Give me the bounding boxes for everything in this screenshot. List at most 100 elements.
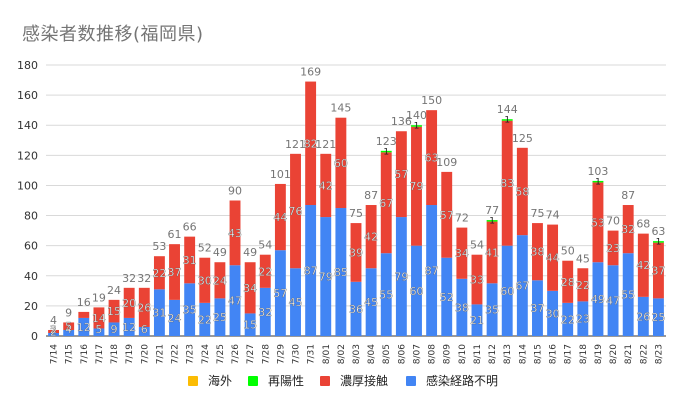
bar-segment-unknown-route [637, 296, 649, 336]
bar-segment-repositive [501, 119, 513, 121]
total-label: 53 [152, 240, 166, 253]
bar-segment-unknown-route [456, 278, 468, 336]
y-tick-label: 0 [31, 330, 38, 343]
total-label: 169 [300, 66, 321, 79]
x-tick-label: 7/15 [65, 344, 75, 364]
chart-title: 感染者数推移(福岡県) [22, 24, 204, 45]
legend-swatch [320, 375, 330, 386]
data-label-close-contact: 26 [137, 301, 151, 314]
legend-swatch [188, 375, 198, 386]
bar-segment-close-contact [138, 287, 150, 327]
data-label-unknown-route: 21 [470, 314, 484, 327]
bar-segment-unknown-route [622, 253, 634, 336]
bar-segment-unknown-route [471, 304, 483, 336]
total-label: 75 [530, 207, 544, 220]
bar-segment-unknown-route [501, 245, 513, 336]
total-label: 49 [213, 246, 227, 259]
data-label-unknown-route: 47 [228, 295, 242, 308]
bar-segment-close-contact [259, 254, 271, 288]
data-label-close-contact: 32 [621, 223, 635, 236]
total-label: 121 [285, 138, 306, 151]
bar-segment-repositive [652, 241, 664, 243]
data-label-unknown-route: 79 [319, 271, 333, 284]
x-tick-label: 7/22 [171, 344, 181, 364]
bar-segment-unknown-route [395, 217, 407, 336]
legend-label: 海外 [208, 374, 233, 388]
bar-segment-unknown-route [577, 301, 589, 336]
bar-segment-close-contact [229, 200, 241, 266]
bar-segment-unknown-route [63, 329, 75, 336]
x-tick-label: 7/24 [201, 344, 211, 364]
bar-segment-unknown-route [153, 289, 165, 336]
data-label-unknown-route: 60 [500, 285, 514, 298]
bar-segment-close-contact [320, 153, 332, 218]
x-tick-label: 7/19 [125, 344, 135, 364]
bar-segment-close-contact [411, 126, 422, 246]
data-label-unknown-route: 22 [198, 313, 212, 326]
x-tick-label: 8/01 [322, 344, 332, 364]
total-label: 49 [243, 246, 257, 259]
total-label: 32 [122, 272, 136, 285]
bar-segment-unknown-route [123, 317, 135, 336]
total-label: 109 [436, 156, 457, 169]
bar-segment-close-contact [637, 233, 649, 297]
bar-segment-close-contact [471, 254, 483, 305]
legend-item: 再陽性 [248, 372, 304, 389]
data-label-unknown-route: 15 [243, 319, 257, 332]
bar-segment-close-contact [78, 311, 90, 318]
x-tick-label: 7/18 [110, 344, 120, 364]
total-label: 140 [406, 109, 427, 122]
data-label-unknown-route: 26 [636, 310, 650, 323]
data-label-unknown-route: 85 [334, 266, 348, 279]
total-label: 24 [107, 284, 121, 297]
bar-segment-unknown-route [607, 265, 619, 336]
bar-segment-unknown-route [592, 262, 604, 336]
bar-segment-unknown-route [320, 217, 332, 336]
data-label-unknown-route: 87 [425, 265, 439, 278]
bar-segment-unknown-route [108, 322, 120, 336]
total-label: 74 [546, 209, 560, 222]
x-tick-label: 8/14 [518, 344, 528, 364]
total-label: 19 [92, 291, 106, 304]
data-label-close-contact: 22 [576, 279, 590, 292]
data-label-close-contact: 15 [107, 305, 121, 318]
data-label-close-contact: 34 [243, 282, 257, 295]
bar-segment-close-contact [290, 153, 301, 269]
data-label-unknown-route: 12 [77, 321, 91, 334]
data-label-close-contact: 2 [50, 325, 57, 338]
total-label: 16 [77, 296, 91, 309]
total-label: 121 [315, 138, 336, 151]
bar-segment-close-contact [562, 260, 574, 303]
bar-segment-close-contact [380, 152, 392, 254]
x-tick-label: 8/19 [594, 344, 604, 364]
legend-label: 再陽性 [268, 374, 305, 388]
data-label-close-contact: 79 [409, 180, 423, 193]
y-tick-label: 140 [17, 119, 38, 132]
data-label-unknown-route: 23 [576, 313, 590, 326]
data-label-close-contact: 76 [289, 205, 303, 218]
x-tick-label: 7/14 [50, 344, 60, 364]
data-label-unknown-route: 5 [95, 323, 102, 336]
bar-segment-close-contact [607, 230, 619, 266]
bar-segment-close-contact [108, 299, 120, 323]
bar-segment-unknown-route [516, 235, 528, 336]
data-label-repositive: 1 [489, 217, 495, 227]
total-label: 9 [65, 306, 72, 319]
data-label-unknown-route: 67 [515, 280, 529, 293]
data-label-close-contact: 41 [485, 246, 499, 259]
data-label-unknown-route: 87 [304, 265, 318, 278]
x-tick-label: 7/25 [216, 344, 226, 364]
y-tick-label: 60 [24, 240, 38, 253]
bar-segment-close-contact [350, 223, 362, 282]
bar-segment-unknown-route [547, 290, 559, 336]
bar-segment-close-contact [184, 236, 196, 284]
x-tick-label: 8/12 [488, 344, 498, 364]
bar-segment-close-contact [441, 171, 453, 258]
data-label-unknown-route: 35 [485, 304, 499, 317]
total-label: 144 [497, 103, 518, 116]
data-label-unknown-route: 35 [183, 304, 197, 317]
x-tick-label: 8/17 [564, 344, 574, 364]
bar-segment-repositive [592, 180, 604, 183]
data-label-close-contact: 14 [92, 312, 106, 325]
